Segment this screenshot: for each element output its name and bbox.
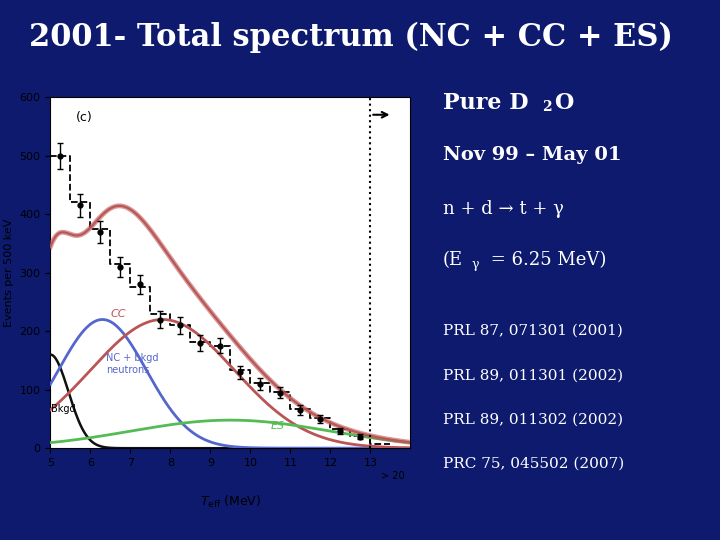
Text: $T_{\rm eff}\ \rm (MeV)$: $T_{\rm eff}\ \rm (MeV)$ xyxy=(199,494,261,510)
Text: PRL 89, 011302 (2002): PRL 89, 011302 (2002) xyxy=(443,413,623,427)
Text: = 6.25 MeV): = 6.25 MeV) xyxy=(485,251,606,269)
Text: n + d → t + γ: n + d → t + γ xyxy=(443,200,564,218)
Text: (E: (E xyxy=(443,251,463,269)
Text: Pure D: Pure D xyxy=(443,92,528,114)
Text: CC: CC xyxy=(110,308,126,319)
Text: Nov 99 – May 01: Nov 99 – May 01 xyxy=(443,146,621,164)
Text: Bkgd: Bkgd xyxy=(51,404,76,414)
Y-axis label: Events per 500 keV: Events per 500 keV xyxy=(4,219,14,327)
Text: γ: γ xyxy=(472,258,479,271)
Text: PRL 89, 011301 (2002): PRL 89, 011301 (2002) xyxy=(443,368,623,382)
Text: PRL 87, 071301 (2001): PRL 87, 071301 (2001) xyxy=(443,324,623,338)
Text: 2: 2 xyxy=(542,100,552,114)
Text: O: O xyxy=(554,92,574,114)
Text: 2001- Total spectrum (NC + CC + ES): 2001- Total spectrum (NC + CC + ES) xyxy=(29,22,672,53)
Text: NC + bkgd
neutrons: NC + bkgd neutrons xyxy=(107,353,159,375)
Text: PRC 75, 045502 (2007): PRC 75, 045502 (2007) xyxy=(443,457,624,471)
Text: (c): (c) xyxy=(76,111,92,124)
Text: > 20: > 20 xyxy=(381,471,404,481)
Text: ES: ES xyxy=(271,422,284,431)
